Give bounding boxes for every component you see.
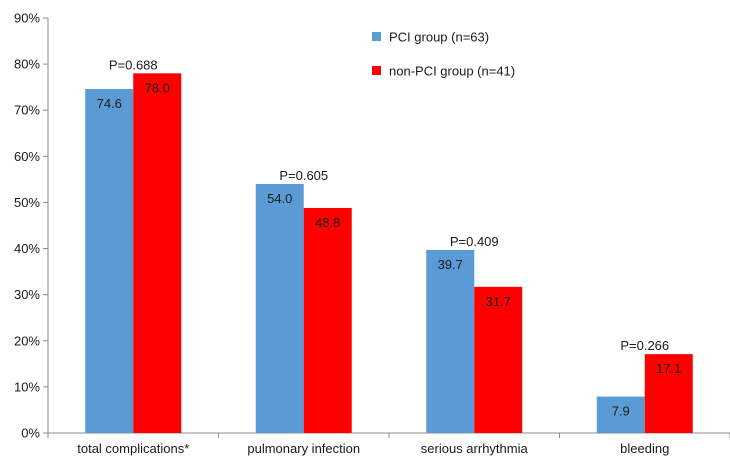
y-tick-label: 0% [21, 426, 40, 441]
y-tick-label: 30% [14, 287, 40, 302]
y-tick-label: 60% [14, 149, 40, 164]
x-category-label: serious arrhythmia [421, 441, 529, 456]
x-category-label: total complications* [77, 441, 189, 456]
bar-non-pci [133, 73, 182, 433]
bar-pci [426, 249, 475, 433]
bar-data-label: 54.0 [267, 191, 292, 206]
legend: PCI group (n=63) non-PCI group (n=41) [372, 30, 515, 79]
y-axis-ticks: 0% 10% 20% 30% 40% 50% 60% 70% 80% 90% [14, 11, 48, 441]
legend-swatch-non-pci [372, 66, 381, 75]
y-tick-label: 50% [14, 195, 40, 210]
p-value-label: P=0.409 [450, 234, 499, 249]
p-value-label: P=0.605 [279, 168, 328, 183]
legend-label: PCI group (n=63) [389, 30, 489, 45]
bar-data-label: 31.7 [486, 294, 511, 309]
bar-data-label: 74.6 [97, 96, 122, 111]
bar-non-pci [644, 354, 693, 433]
bar-non-pci [303, 207, 352, 433]
p-value-label: P=0.688 [109, 57, 158, 72]
bar-pci [85, 89, 134, 433]
bars-group: 74.6 78.0 P=0.688 54.0 48.8 P=0.605 39.7 31.7 P=… [85, 57, 693, 433]
bar-data-label: 7.9 [612, 404, 630, 419]
y-tick-label: 80% [14, 57, 40, 72]
x-axis-labels: total complications* pulmonary infection s… [47, 433, 730, 456]
x-category-label: pulmonary infection [247, 441, 360, 456]
y-tick-label: 70% [14, 103, 40, 118]
bar-data-label: 39.7 [438, 257, 463, 272]
legend-label: non-PCI group (n=41) [389, 64, 515, 79]
bar-data-label: 78.0 [145, 80, 170, 95]
y-tick-label: 90% [14, 11, 40, 26]
bar-pci [596, 396, 645, 433]
x-category-label: bleeding [620, 441, 669, 456]
bar-non-pci [474, 286, 523, 433]
y-tick-label: 10% [14, 379, 40, 394]
y-tick-label: 40% [14, 241, 40, 256]
bar-pci [255, 184, 304, 433]
bar-data-label: 48.8 [315, 215, 340, 230]
p-value-label: P=0.266 [620, 338, 669, 353]
bar-data-label: 17.1 [656, 361, 681, 376]
y-tick-label: 20% [14, 333, 40, 348]
legend-swatch-pci [372, 32, 381, 41]
